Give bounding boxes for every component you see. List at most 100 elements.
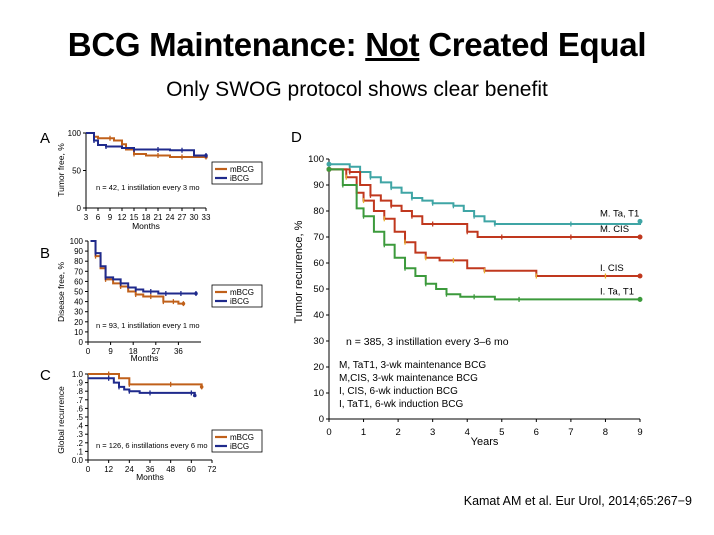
y-tick-label-B: 100 (70, 237, 84, 246)
x-tick-label-A: 27 (178, 213, 187, 222)
annotation-A: n = 42, 1 instillation every 3 mo (96, 183, 200, 192)
y-axis-label-B: Disease free, % (56, 262, 66, 322)
y-tick-label-C: .1 (76, 447, 83, 456)
series-label-D-2: I. CIS (600, 263, 624, 274)
x-tick-label-A: 6 (96, 213, 101, 222)
x-tick-label-C: 48 (166, 465, 175, 474)
series-end-point-B-1 (194, 291, 198, 296)
x-axis-label-C: Months (136, 472, 164, 482)
legend-label-C-1: iBCG (230, 442, 249, 451)
legend-line-D-1: M,CIS, 3-wk maintenance BCG (339, 373, 478, 384)
y-tick-label-D: 20 (313, 362, 324, 373)
x-tick-label-D: 6 (534, 427, 539, 438)
x-tick-label-D: 3 (430, 427, 435, 438)
y-tick-label-B: 80 (74, 257, 83, 266)
y-tick-label-A: 50 (72, 167, 81, 176)
y-tick-label-C: 1.0 (72, 370, 84, 379)
slide-title: BCG Maintenance: Not Created Equal (67, 26, 647, 63)
y-tick-label-A: 0 (77, 204, 82, 213)
series-label-D-0: M. Ta, T1 (600, 208, 639, 219)
series-line-D-2 (329, 168, 640, 277)
legend-label-C-0: mBCG (230, 433, 254, 442)
x-tick-label-B: 36 (174, 347, 183, 356)
y-tick-label-C: .7 (76, 396, 83, 405)
legend-label-A-1: iBCG (230, 174, 249, 183)
series-line-A-0 (86, 132, 206, 158)
y-tick-label-D: 80 (313, 206, 324, 217)
y-tick-label-A: 100 (68, 129, 82, 138)
series-end-point-C-0 (199, 385, 204, 389)
x-tick-label-A: 12 (118, 213, 127, 222)
y-tick-label-B: 30 (74, 308, 83, 317)
panel-letter-D: D (291, 129, 302, 146)
x-tick-label-D: 8 (603, 427, 608, 438)
series-line-D-1 (329, 168, 640, 238)
y-tick-label-D: 50 (313, 284, 324, 295)
y-axis-label-C: Global recurrence (56, 386, 66, 454)
y-tick-label-D: 10 (313, 388, 324, 399)
legend-label-B-1: iBCG (230, 297, 249, 306)
series-end-point-B-0 (181, 301, 186, 306)
x-tick-label-B: 18 (129, 347, 138, 356)
series-end-point-D-1 (637, 234, 643, 240)
series-end-point-D-3 (637, 296, 643, 302)
annotation-C: n = 126, 6 instillations every 6 mo (96, 441, 208, 450)
x-axis-label-A: Months (132, 221, 160, 231)
x-tick-label-D: 1 (361, 427, 366, 438)
x-tick-label-A: 3 (84, 213, 89, 222)
series-line-D-0 (329, 163, 641, 225)
series-line-A-1 (86, 132, 206, 157)
x-tick-label-D: 2 (395, 427, 400, 438)
title-underlined-word: Not (365, 26, 420, 63)
series-line-C-0 (88, 373, 203, 387)
y-tick-label-D: 60 (313, 258, 324, 269)
x-tick-label-A: 15 (130, 213, 139, 222)
x-tick-label-C: 0 (86, 465, 91, 474)
y-tick-label-B: 50 (74, 288, 83, 297)
y-axis-label-D: Tumor recurrence, % (293, 220, 305, 323)
legend-label-A-0: mBCG (230, 165, 254, 174)
y-tick-label-D: 40 (313, 310, 324, 321)
x-tick-label-A: 9 (108, 213, 113, 222)
panel-letter-A: A (40, 130, 50, 147)
x-tick-label-C: 60 (187, 465, 196, 474)
x-tick-label-C: 72 (208, 465, 217, 474)
y-tick-label-C: 0.0 (72, 456, 84, 465)
x-tick-label-D: 0 (326, 427, 331, 438)
x-tick-label-C: 12 (104, 465, 113, 474)
y-tick-label-C: .4 (76, 422, 83, 431)
y-tick-label-C: .9 (76, 379, 83, 388)
y-tick-label-D: 30 (313, 336, 324, 347)
x-tick-label-D: 7 (568, 427, 573, 438)
x-tick-label-A: 21 (154, 213, 163, 222)
series-line-B-1 (90, 240, 196, 295)
y-tick-label-C: .5 (76, 413, 83, 422)
y-tick-label-B: 20 (74, 318, 83, 327)
x-axis-label-B: Months (131, 353, 159, 363)
x-tick-label-A: 30 (190, 213, 199, 222)
series-line-B-0 (90, 240, 184, 305)
x-tick-label-A: 33 (202, 213, 211, 222)
legend-line-D-0: M, TaT1, 3-wk maintenance BCG (339, 360, 486, 371)
x-tick-label-D: 4 (465, 427, 470, 438)
x-tick-label-B: 0 (86, 347, 91, 356)
x-axis-label-D: Years (471, 436, 499, 448)
x-tick-label-D: 9 (637, 427, 642, 438)
series-line-C-1 (88, 377, 196, 396)
y-tick-label-D: 70 (313, 232, 324, 243)
series-end-point-C-1 (192, 393, 197, 398)
series-label-D-3: I. Ta, T1 (600, 286, 634, 297)
panel-letter-C: C (40, 367, 51, 384)
slide-subtitle: Only SWOG protocol shows clear benefit (166, 78, 548, 101)
y-tick-label-B: 60 (74, 277, 83, 286)
legend-line-D-3: I, TaT1, 6-wk induction BCG (339, 399, 464, 410)
legend-line-D-2: I, CIS, 6-wk induction BCG (339, 386, 458, 397)
annotation-B: n = 93, 1 instillation every 1 mo (96, 321, 200, 330)
series-end-point-D-0 (637, 218, 643, 224)
citation: Kamat AM et al. Eur Urol, 2014;65:267−9 (463, 494, 692, 508)
x-tick-label-C: 24 (125, 465, 134, 474)
legend-label-B-0: mBCG (230, 288, 254, 297)
series-start-point-D-3 (326, 166, 332, 172)
y-tick-label-C: .3 (76, 430, 83, 439)
